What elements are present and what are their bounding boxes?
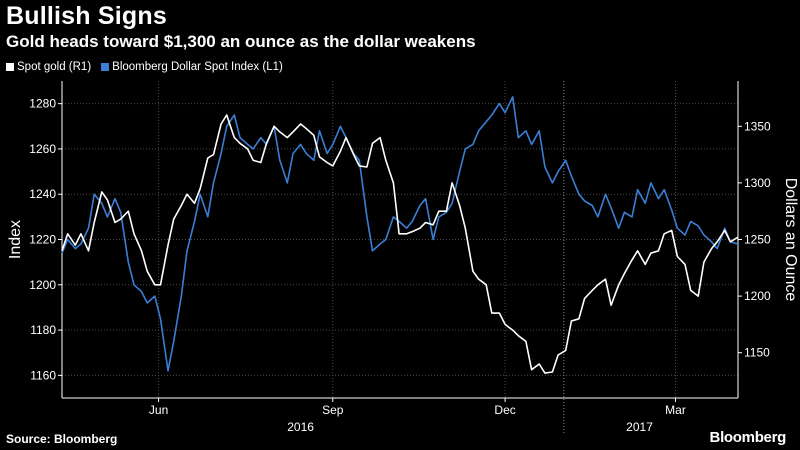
right-tick-label: 1300 xyxy=(744,176,771,190)
left-tick-label: 1180 xyxy=(30,323,56,337)
left-tick-label: 1220 xyxy=(29,233,56,247)
left-tick-label: 1260 xyxy=(29,142,56,156)
right-axis-title: Dollars an Ounce xyxy=(782,178,799,302)
year-label: 2017 xyxy=(626,420,653,434)
legend-swatch-dollar xyxy=(101,63,110,71)
legend-item-dollar: Bloomberg Dollar Spot Index (L1) xyxy=(101,61,283,73)
left-axis-title: Index xyxy=(7,220,24,259)
left-tick-label: 1280 xyxy=(29,97,56,111)
legend-item-gold: Spot gold (R1) xyxy=(6,61,91,73)
legend: Spot gold (R1) Bloomberg Dollar Spot Ind… xyxy=(6,61,289,73)
legend-label-gold: Spot gold (R1) xyxy=(17,61,92,73)
right-tick-label: 1150 xyxy=(744,346,770,360)
right-tick-label: 1200 xyxy=(744,289,771,303)
legend-label-dollar: Bloomberg Dollar Spot Index (L1) xyxy=(112,61,283,73)
source-note: Source: Bloomberg xyxy=(6,432,118,446)
left-tick-label: 1200 xyxy=(29,278,56,292)
chart-subtitle: Gold heads toward $1,300 an ounce as the… xyxy=(6,32,476,51)
x-tick-label: Mar xyxy=(665,403,686,417)
series-line-dollar-index xyxy=(61,96,739,372)
left-tick-label: 1160 xyxy=(30,368,56,382)
chart-title: Bullish Signs xyxy=(6,2,167,30)
bloomberg-logo: Bloomberg xyxy=(709,429,787,446)
year-label: 2016 xyxy=(287,420,314,434)
legend-swatch-gold xyxy=(6,63,14,71)
x-tick-label: Sep xyxy=(322,403,344,417)
x-tick-label: Dec xyxy=(494,403,515,417)
right-tick-label: 1350 xyxy=(744,119,771,133)
left-tick-label: 1240 xyxy=(29,187,56,201)
series-line-spot-gold xyxy=(61,114,739,374)
x-tick-label: Jun xyxy=(149,403,168,417)
right-tick-label: 1250 xyxy=(744,233,771,247)
